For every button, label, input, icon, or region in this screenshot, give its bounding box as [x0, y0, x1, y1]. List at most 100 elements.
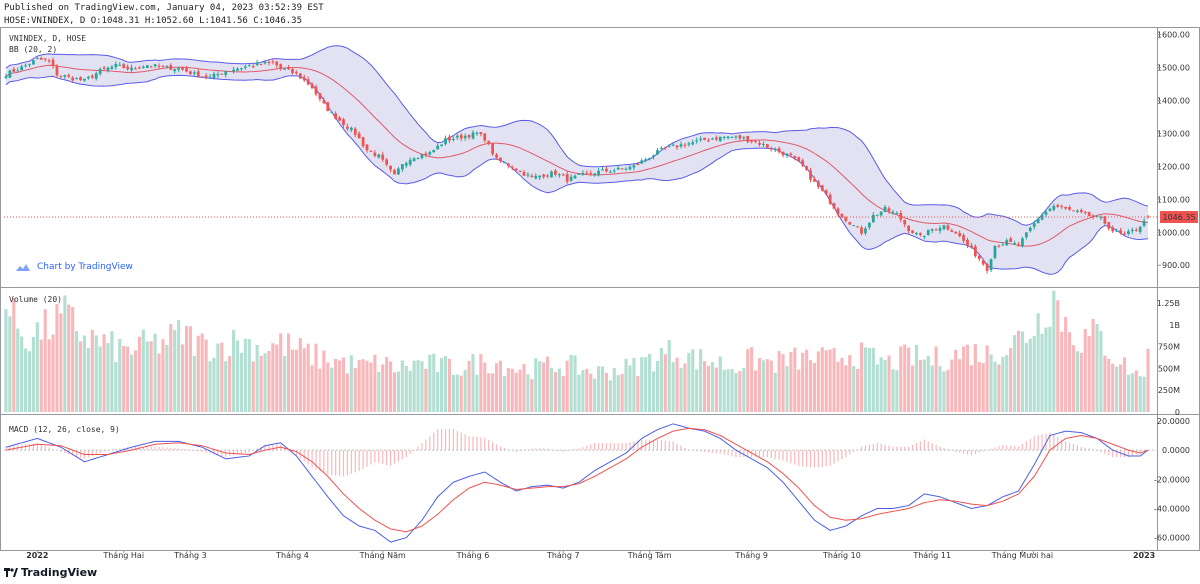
volume-pane-title: Volume (20)	[9, 295, 62, 304]
macd-histogram-group	[5, 429, 1149, 477]
candle-body	[711, 138, 714, 140]
macd-histogram-bar	[421, 443, 423, 451]
volume-bar	[428, 354, 432, 412]
macd-histogram-bar	[1010, 445, 1012, 451]
volume-bar	[600, 366, 605, 412]
macd-histogram-bar	[123, 447, 125, 451]
volume-bar	[440, 358, 444, 412]
volume-bar	[294, 349, 298, 412]
macd-histogram-bar	[805, 450, 808, 467]
macd-histogram-bar	[786, 450, 788, 462]
volume-bar	[726, 369, 730, 412]
candle-body	[765, 144, 769, 148]
macd-histogram-bar	[637, 440, 639, 451]
candle-body	[122, 64, 126, 69]
volume-bar	[385, 356, 389, 412]
macd-histogram-bar	[680, 445, 682, 451]
macd-histogram-bar	[13, 445, 15, 451]
volume-bar	[1103, 355, 1107, 412]
candle-body	[875, 214, 879, 216]
candle-body	[279, 64, 283, 69]
volume-bar	[443, 355, 448, 412]
volume-bar	[118, 338, 122, 412]
candle-body	[310, 83, 314, 89]
macd-histogram-bar	[366, 450, 368, 467]
candle-body	[750, 140, 754, 142]
candle-body	[997, 245, 1001, 247]
candle-body	[989, 259, 993, 271]
volume-bar	[63, 295, 67, 412]
macd-histogram-bar	[146, 446, 148, 451]
volume-bar	[188, 326, 192, 412]
candle-body	[809, 170, 812, 180]
macd-tick-label: 0.0000	[1162, 446, 1190, 455]
macd-histogram-bar	[900, 446, 902, 451]
volume-bar	[483, 362, 487, 412]
volume-bar	[416, 360, 420, 412]
price-tick-label: 1100.00	[1157, 195, 1190, 204]
macd-histogram-bar	[825, 450, 827, 467]
candle-body	[1024, 232, 1028, 238]
volume-bar	[1048, 326, 1052, 412]
published-line: Published on TradingView.com, January 04…	[4, 3, 324, 13]
volume-bar	[224, 361, 228, 412]
candle-body	[530, 175, 534, 177]
macd-signal-line	[5, 427, 1149, 533]
volume-bar	[942, 371, 946, 412]
macd-histogram-bar	[456, 430, 458, 451]
macd-histogram-bar	[711, 450, 714, 453]
candle-body	[55, 66, 59, 76]
candle-body	[145, 65, 149, 68]
macd-histogram-bar	[1131, 450, 1133, 456]
volume-bar	[863, 347, 868, 412]
macd-histogram-bar	[978, 450, 980, 453]
candle-body	[67, 75, 71, 77]
candle-body	[561, 174, 565, 176]
candle-body	[628, 166, 632, 170]
candle-body	[428, 152, 432, 155]
volume-bar	[938, 366, 942, 412]
volume-bar	[377, 371, 381, 412]
volume-bar	[122, 346, 126, 412]
macd-histogram-bar	[813, 450, 816, 468]
macd-histogram-bar	[1021, 443, 1024, 451]
volume-bar	[1087, 335, 1091, 412]
volume-bar	[408, 370, 412, 412]
macd-histogram-bar	[181, 448, 184, 451]
tradingview-logo[interactable]: TradingView	[4, 566, 97, 579]
macd-histogram-bar	[335, 450, 337, 476]
volume-bar	[1020, 331, 1025, 412]
volume-bar	[824, 350, 828, 412]
volume-bar	[27, 351, 32, 412]
macd-histogram-bar	[162, 447, 164, 451]
macd-histogram-bar	[1057, 436, 1059, 451]
candle-body	[1072, 210, 1075, 212]
candle-body	[448, 136, 451, 141]
candle-body	[247, 65, 251, 67]
volume-bar	[337, 360, 342, 412]
macd-histogram-bar	[311, 450, 313, 468]
volume-bar	[714, 367, 718, 412]
candle-body	[907, 225, 911, 232]
chart-by-tradingview[interactable]: Chart by TradingView	[14, 261, 133, 273]
price-tick-label: 1500.00	[1157, 64, 1190, 73]
candle-body	[334, 113, 338, 119]
candle-body	[1068, 206, 1071, 210]
candle-body	[39, 57, 43, 60]
volume-bar	[1099, 331, 1103, 412]
volume-bar	[789, 351, 793, 412]
candle-body	[844, 217, 848, 222]
macd-histogram-bar	[488, 440, 490, 451]
candle-body	[636, 164, 640, 166]
volume-bar	[255, 344, 259, 412]
macd-histogram-bar	[739, 450, 741, 458]
candle-body	[624, 168, 628, 170]
volume-bar	[251, 361, 255, 412]
volume-bar	[1060, 331, 1064, 412]
macd-histogram-bar	[853, 450, 855, 452]
volume-bar	[302, 348, 306, 412]
candle-body	[436, 145, 440, 150]
candle-body	[475, 132, 479, 134]
volume-bar	[1028, 338, 1032, 412]
